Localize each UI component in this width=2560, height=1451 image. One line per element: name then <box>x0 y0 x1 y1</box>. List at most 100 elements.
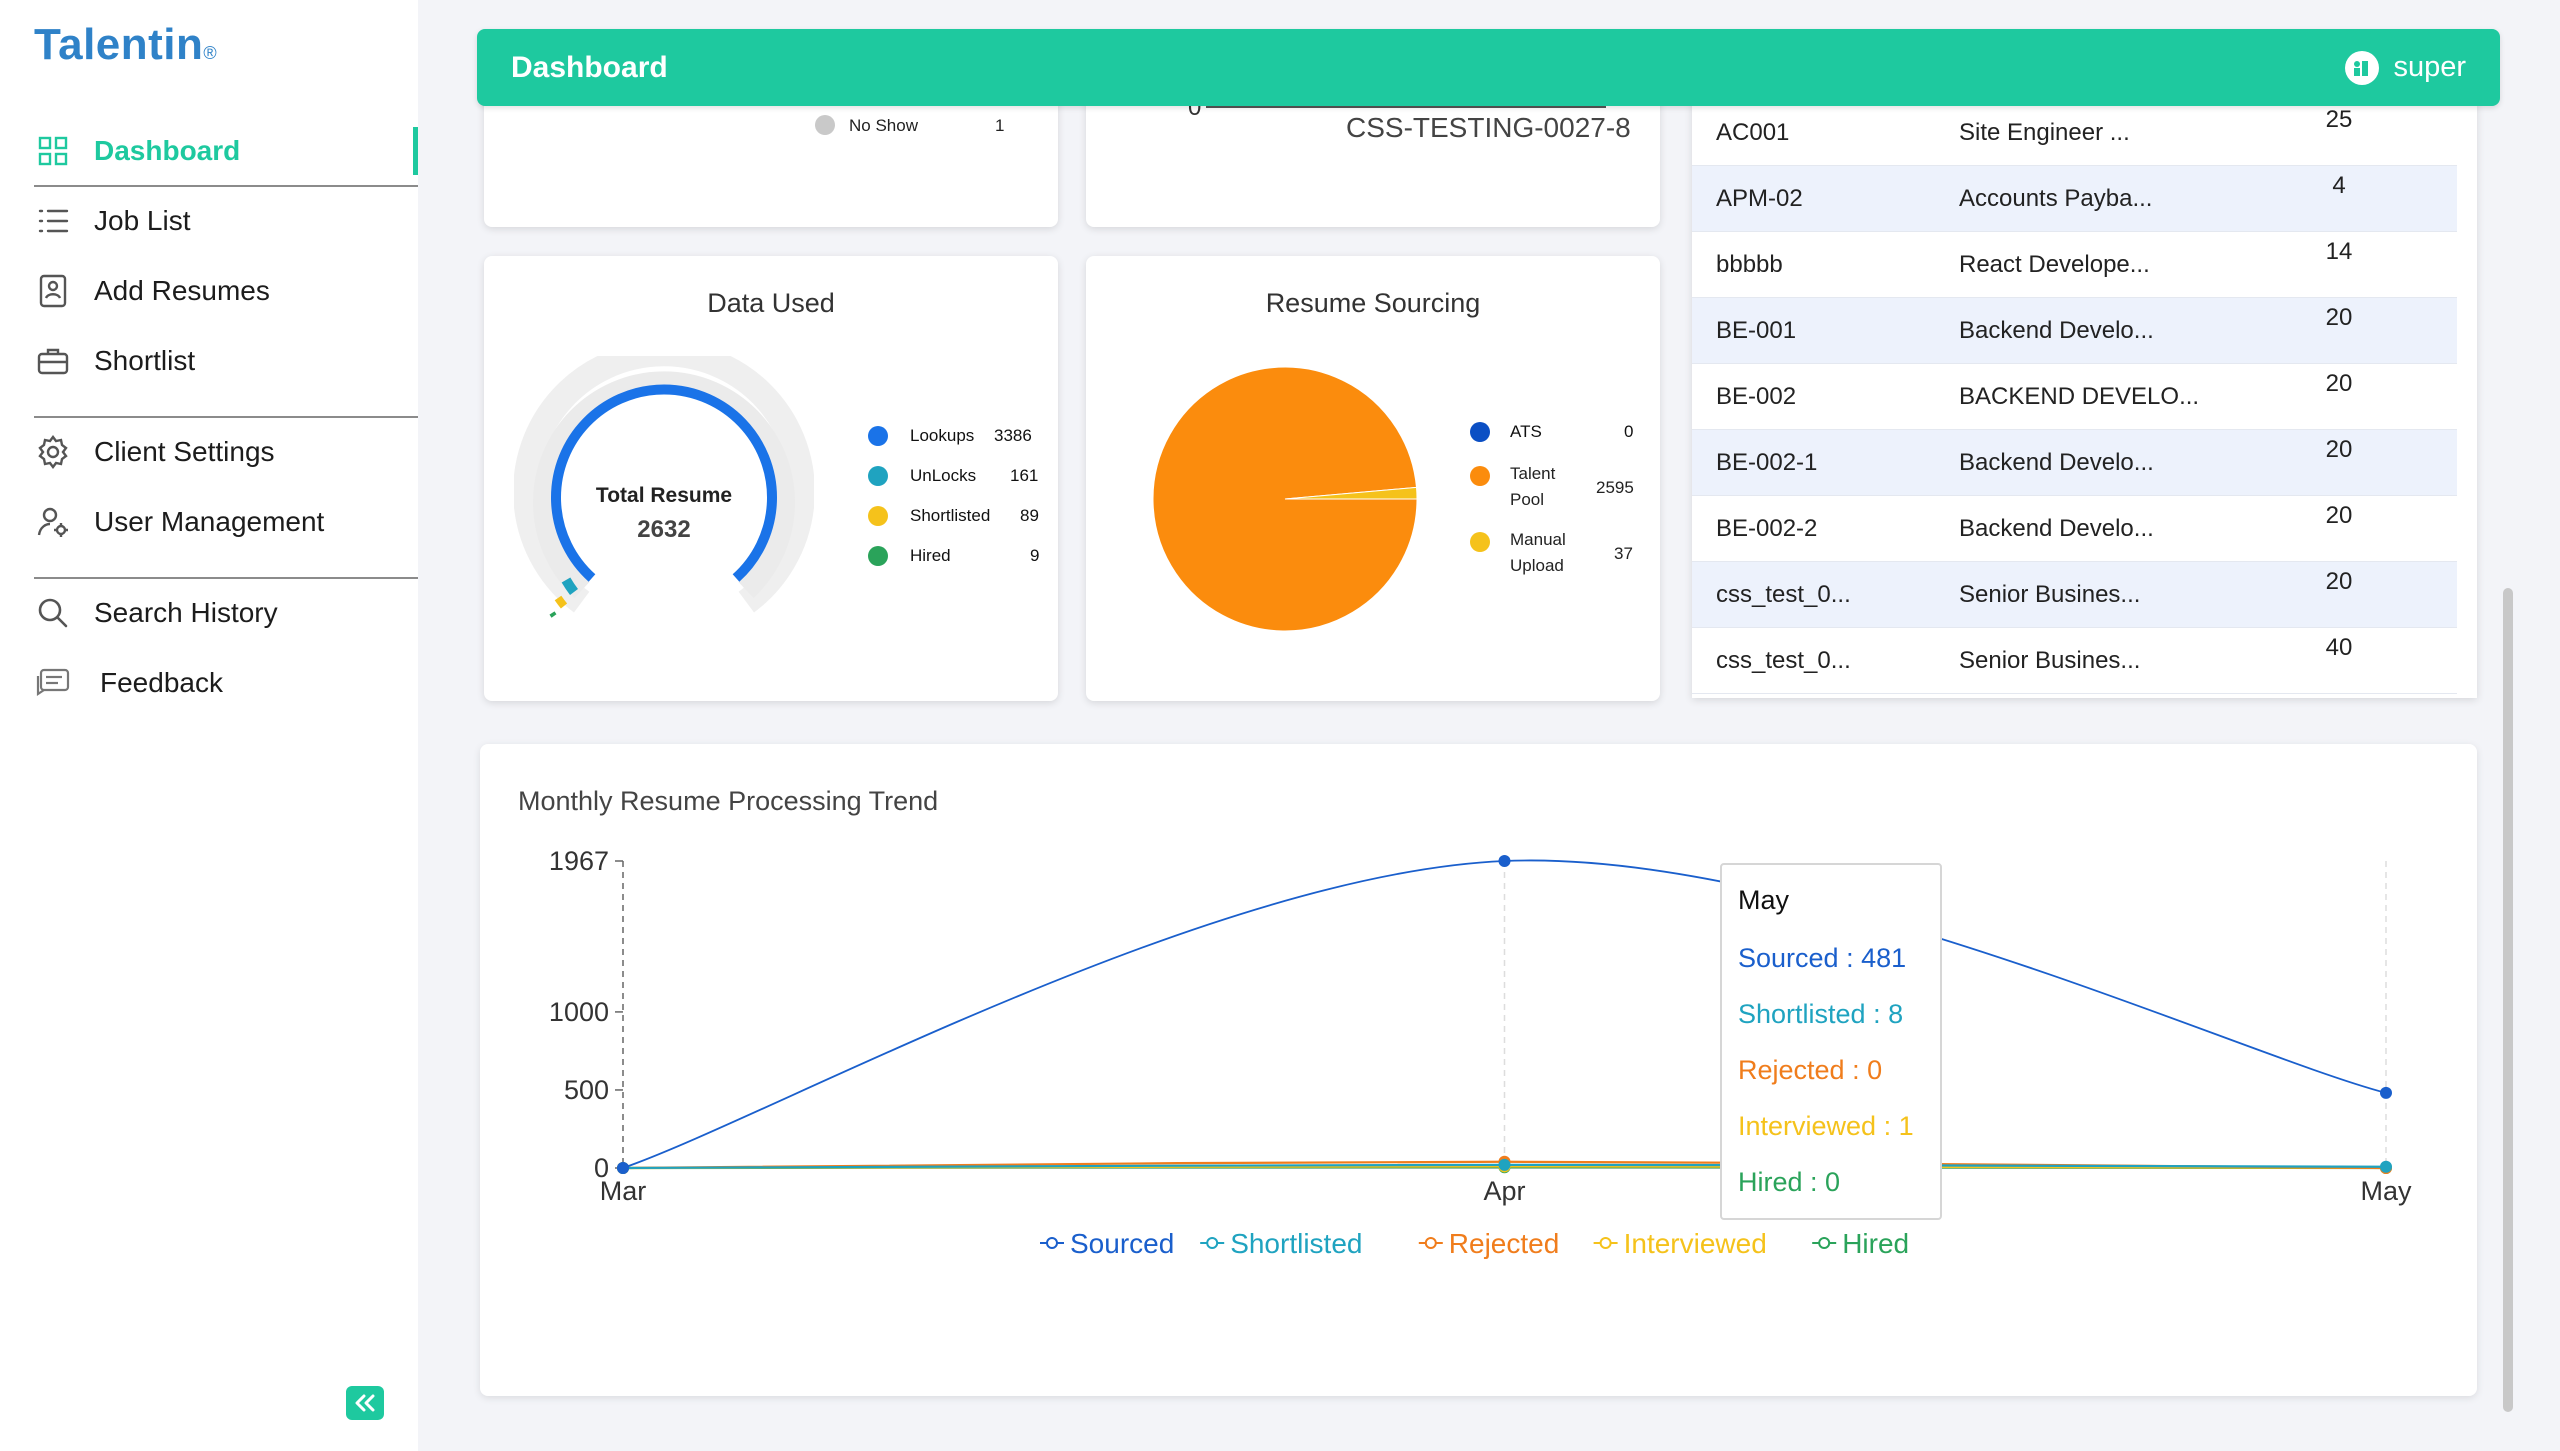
sidebar-item-feedback[interactable]: Feedback <box>34 653 418 713</box>
job-title-cell: Senior Busines... <box>1959 580 2141 608</box>
shortlisted-arc <box>554 595 568 609</box>
pie-slice-manual-upload <box>1284 486 1418 500</box>
sidebar-item-dashboard[interactable]: Dashboard <box>34 121 418 181</box>
sidebar-item-search-history[interactable]: Search History <box>34 583 418 643</box>
data-used-card: Data Used Total Resume 2632 Lookups 3386… <box>484 256 1058 701</box>
sidebar: Talentin® Dashboard Job List Add Resumes… <box>0 0 418 1451</box>
job-count-cell: 40 <box>2325 634 2353 661</box>
legend-dot <box>815 115 835 135</box>
double-chevron-left-icon <box>355 1394 375 1412</box>
legend-item-lookups: Lookups 3386 <box>868 426 1032 446</box>
data-point-sourced <box>617 1162 629 1174</box>
jobs-table: AC001 Site Engineer ... 25 APM-02 Accounts P… <box>1692 100 2477 698</box>
job-title-cell: BACKEND DEVELO... <box>1959 382 2200 410</box>
sidebar-item-client-settings[interactable]: Client Settings <box>34 422 418 482</box>
user-menu[interactable]: super <box>2345 50 2466 85</box>
legend-dot <box>1470 466 1490 486</box>
sidebar-item-label: Feedback <box>100 667 223 698</box>
job-label: CSS-TESTING-0027-8 <box>1346 112 1631 143</box>
search-icon <box>34 594 72 632</box>
legend-label: Rejected <box>1449 1228 1560 1259</box>
page-scrollbar[interactable] <box>2503 588 2513 1412</box>
table-row[interactable]: bbbbb React Develope... 14 <box>1692 232 2457 298</box>
legend-dot <box>1470 422 1490 442</box>
legend-item-rejected[interactable]: Rejected <box>1418 1228 1560 1259</box>
sidebar-item-add-resumes[interactable]: Add Resumes <box>34 261 418 321</box>
table-row[interactable]: BE-002-1 Backend Develo... 20 <box>1692 430 2457 496</box>
legend-dot <box>1470 532 1490 552</box>
chart-tooltip: May Sourced : 481 Shortlisted : 8 Reject… <box>1720 863 1942 1220</box>
table-row[interactable]: css_test_0... Senior Busines... 20 <box>1692 562 2457 628</box>
sidebar-item-label: Search History <box>94 597 278 628</box>
card-title: Data Used <box>707 288 835 318</box>
unlocks-arc <box>561 577 579 596</box>
job-count-cell: 20 <box>2325 304 2353 331</box>
legend-dot <box>868 546 888 566</box>
y-tick-label: 500 <box>564 1075 609 1105</box>
legend-label: Sourced <box>1070 1228 1174 1259</box>
job-code-cell: AC001 <box>1716 118 1790 146</box>
job-title-cell: Backend Develo... <box>1959 316 2154 344</box>
job-code-cell: bbbbb <box>1716 250 1783 278</box>
page-header: Dashboard super <box>477 29 2500 106</box>
job-count-cell: 20 <box>2325 370 2353 397</box>
x-tick-label: Apr <box>1483 1176 1525 1206</box>
job-title-cell: Backend Develo... <box>1959 448 2154 476</box>
legend-label: Interviewed <box>1624 1228 1767 1259</box>
gear-icon <box>34 433 72 471</box>
center-value: 2632 <box>637 516 691 543</box>
job-code-cell: BE-001 <box>1716 316 1797 344</box>
legend-item-interviewed[interactable]: Interviewed <box>1593 1228 1767 1259</box>
job-code-cell: BE-002-2 <box>1716 514 1818 542</box>
center-label: Total Resume <box>595 484 733 507</box>
legend-item-sourced[interactable]: Sourced <box>1040 1228 1174 1259</box>
feedback-icon <box>34 664 72 702</box>
table-row[interactable]: BE-002 BACKEND DEVELO... 20 <box>1692 364 2457 430</box>
table-row[interactable]: APM-02 Accounts Payba... 4 <box>1692 166 2457 232</box>
sidebar-item-user-management[interactable]: User Management <box>34 492 418 552</box>
sidebar-item-shortlist[interactable]: Shortlist <box>34 331 418 391</box>
user-name: super <box>2393 51 2466 83</box>
resume-sourcing-card: Resume Sourcing ATS 0 Talent Pool 2595 M… <box>1086 256 1660 701</box>
sidebar-item-label: Add Resumes <box>94 275 270 306</box>
sidebar-item-job-list[interactable]: Job List <box>34 191 418 251</box>
table-row[interactable]: BE-001 Backend Develo... 20 <box>1692 298 2457 364</box>
collapse-sidebar-button[interactable] <box>346 1386 384 1420</box>
legend-dot <box>868 426 888 446</box>
legend-dot <box>868 506 888 526</box>
sidebar-item-label: Client Settings <box>94 436 275 467</box>
y-tick-label: 1967 <box>549 846 609 876</box>
table-row[interactable]: css_test_0... Senior Busines... 40 <box>1692 628 2457 694</box>
legend-value: 1 <box>995 116 1005 135</box>
job-title-cell: Accounts Payba... <box>1959 184 2153 212</box>
radial-bar-chart <box>514 356 814 618</box>
job-code-cell: BE-002-1 <box>1716 448 1818 476</box>
legend-item-shortlisted[interactable]: Shortlisted <box>1200 1228 1362 1259</box>
axis-line <box>1206 106 1606 108</box>
tooltip-row-shortlisted: Shortlisted : 8 <box>1738 999 1904 1029</box>
x-tick-label: Mar <box>600 1176 647 1206</box>
legend-item-manual-upload: Manual Upload 37 <box>1470 526 1650 582</box>
legend-item-talent-pool: Talent Pool 2595 <box>1470 460 1650 516</box>
talentin-logo[interactable]: Talentin® <box>34 20 218 69</box>
table-row[interactable]: BE-002-2 Backend Develo... 20 <box>1692 496 2457 562</box>
job-count-cell: 4 <box>2332 172 2346 199</box>
sidebar-item-label: User Management <box>94 506 325 537</box>
y-tick-label: 0 <box>594 1153 609 1183</box>
page-title: Dashboard <box>511 50 668 84</box>
job-count-cell: 20 <box>2325 568 2353 595</box>
tooltip-row-rejected: Rejected : 0 <box>1738 1055 1883 1085</box>
legend-label: Shortlisted <box>1230 1228 1362 1259</box>
legend-item-shortlisted: Shortlisted 89 <box>868 506 1039 526</box>
table-row[interactable]: AC001 Site Engineer ... 25 <box>1692 100 2457 166</box>
lookups-arc <box>551 384 777 582</box>
job-title-cell: Backend Develo... <box>1959 514 2154 542</box>
legend-item-hired[interactable]: Hired <box>1812 1228 1909 1259</box>
legend-item-ats: ATS 0 <box>1470 422 1633 442</box>
tooltip-row-interviewed: Interviewed : 1 <box>1738 1111 1914 1141</box>
job-code-cell: css_test_0... <box>1716 646 1851 674</box>
resume-icon <box>34 272 72 310</box>
job-count-cell: 25 <box>2325 106 2353 133</box>
tooltip-row-sourced: Sourced : 481 <box>1738 943 1907 973</box>
tooltip-row-hired: Hired : 0 <box>1738 1167 1841 1197</box>
